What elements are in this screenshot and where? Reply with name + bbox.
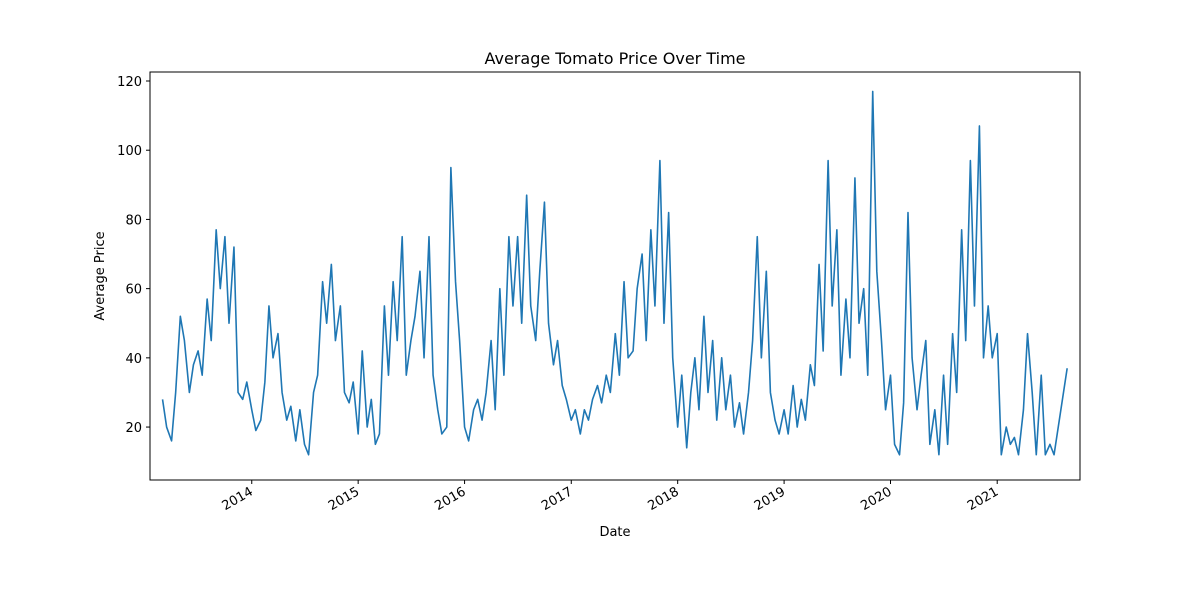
y-tick-label: 20 — [125, 421, 142, 436]
y-tick-label: 80 — [125, 213, 142, 228]
y-tick-label: 40 — [125, 352, 142, 367]
y-tick-label: 120 — [117, 75, 142, 90]
plot-frame — [149, 71, 1081, 481]
y-tick-label: 100 — [117, 144, 142, 159]
y-axis-label: Average Price — [93, 231, 108, 320]
chart-title: Average Tomato Price Over Time — [484, 49, 745, 68]
price-line — [161, 90, 1068, 456]
x-axis-label: Date — [599, 525, 630, 540]
y-tick-label: 60 — [125, 283, 142, 298]
